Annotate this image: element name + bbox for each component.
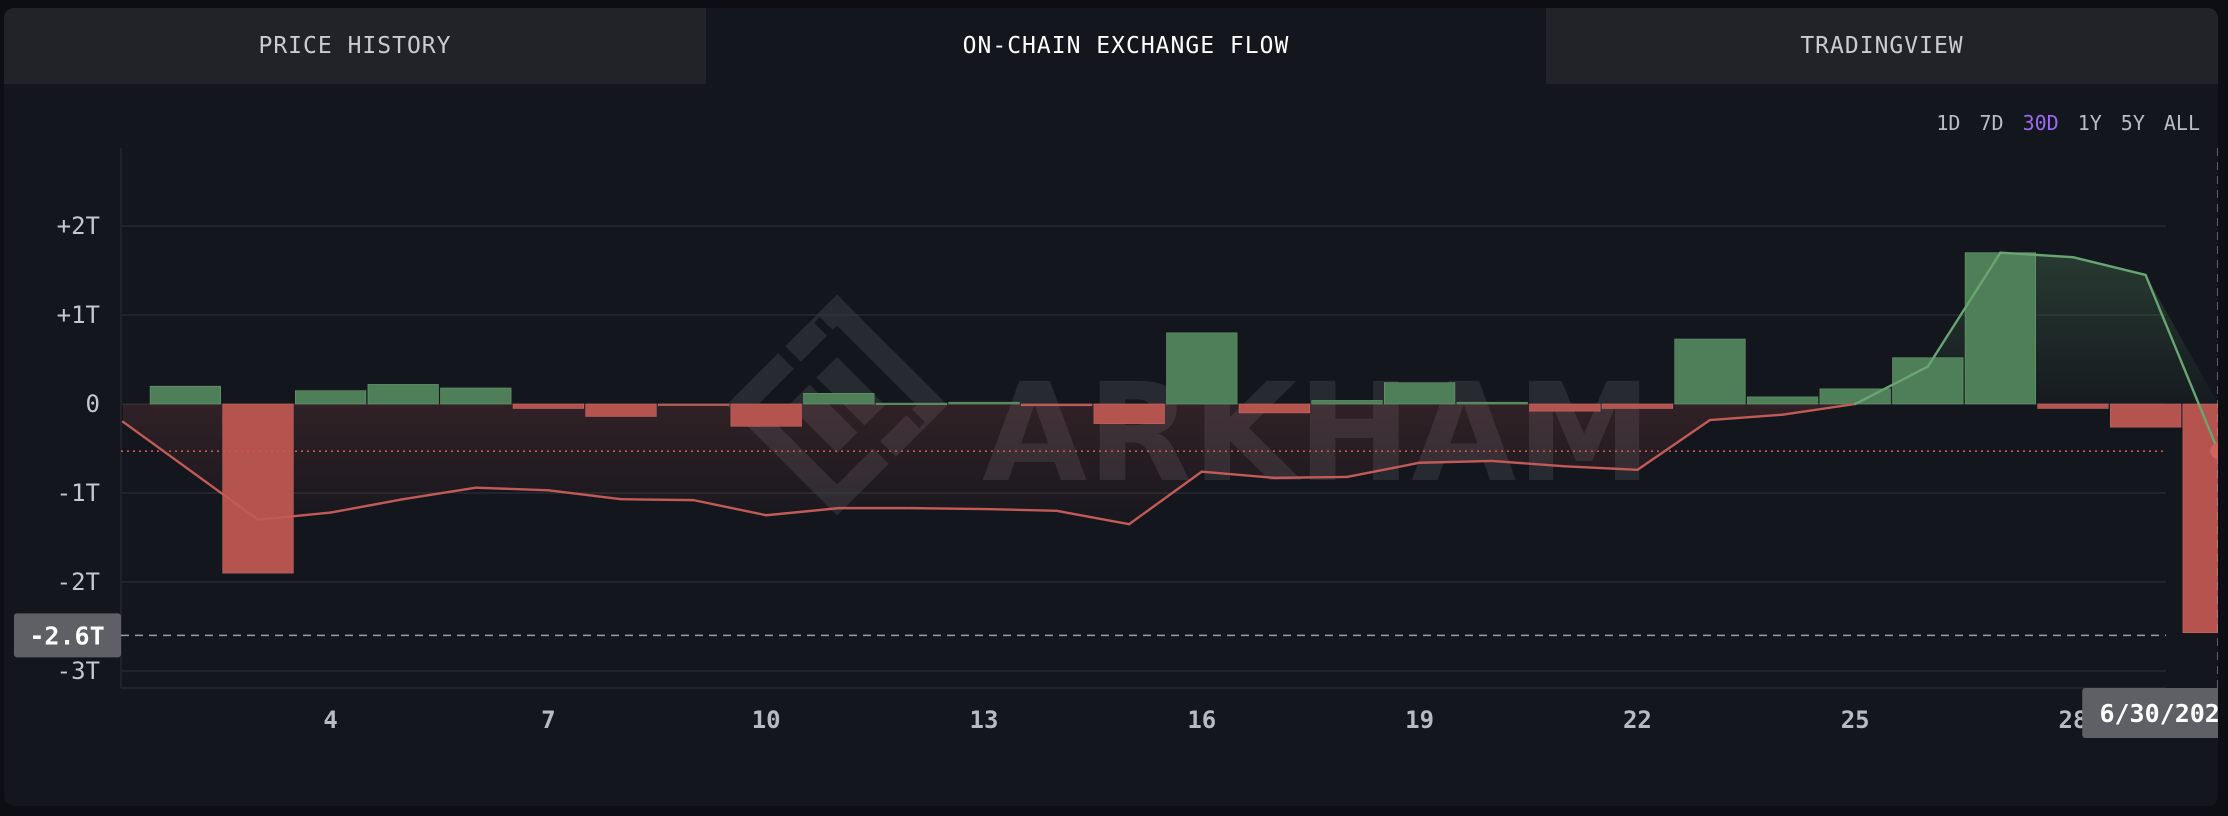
flow-bar[interactable] [1529, 403, 1601, 412]
flow-bar[interactable] [1166, 332, 1238, 405]
flow-line-segment [1273, 475, 1349, 480]
y-tick-label: -2T [57, 568, 100, 596]
flow-line-segment [910, 506, 986, 511]
y-tick-label: 0 [86, 390, 100, 418]
flow-bar[interactable] [1384, 382, 1456, 405]
exchange-flow-chart[interactable]: +2T+1T0-1T-2T-3T ARKHAM 4710131619222528… [4, 8, 2218, 806]
flow-line-segment [1055, 509, 1131, 526]
flow-line-segment [692, 498, 768, 517]
flow-bar[interactable] [222, 403, 294, 574]
flow-bar[interactable] [440, 387, 512, 405]
flow-bar[interactable] [1020, 403, 1093, 407]
flow-line-segment [1345, 461, 1421, 479]
flow-bar[interactable] [512, 403, 585, 409]
flow-line-segment [329, 498, 405, 514]
crosshair-point [2210, 443, 2218, 460]
flow-line-segment [619, 498, 695, 502]
negative-flow-area [123, 404, 2218, 525]
range-5y-button[interactable]: 5Y [2120, 111, 2145, 135]
flow-line-segment [256, 511, 332, 521]
flow-bar[interactable] [730, 403, 802, 427]
range-1y-button[interactable]: 1Y [2077, 111, 2102, 135]
flow-line-segment [2071, 255, 2147, 277]
tab-tradingview[interactable]: TRADINGVIEW [1546, 8, 2218, 84]
flow-line-segment [1563, 465, 1639, 472]
flow-bars [149, 252, 2218, 634]
x-tick-label: 19 [1405, 706, 1434, 734]
x-tick-label: 7 [541, 706, 555, 734]
flow-line-segment [982, 507, 1058, 512]
x-tick-label: 16 [1187, 706, 1216, 734]
flow-line-segment [1853, 365, 1930, 406]
flow-line-segment [1418, 459, 1494, 464]
flow-bar[interactable] [1311, 400, 1383, 405]
exchange-flow-panel: PRICE HISTORY ON-CHAIN EXCHANGE FLOW TRA… [4, 8, 2218, 806]
flow-bar[interactable] [149, 385, 222, 405]
flow-bar[interactable] [1964, 252, 2036, 405]
y-tick-label: -1T [57, 479, 100, 507]
crosshair-x-label: 6/30/2026 [2099, 699, 2218, 728]
range-all-button[interactable]: ALL [2163, 111, 2200, 135]
y-tick-label: -3T [57, 657, 100, 685]
x-tick-label: 4 [323, 706, 337, 734]
flow-bar[interactable] [1601, 403, 1673, 409]
flow-line-segment [765, 506, 840, 517]
flow-bar[interactable] [2182, 403, 2218, 634]
flow-bar[interactable] [1747, 396, 1819, 405]
x-tick-label: 25 [1841, 706, 1870, 734]
x-tick-label: 10 [752, 706, 781, 734]
crosshair-y-label: -2.6T [29, 621, 104, 650]
flow-bar[interactable] [585, 403, 657, 417]
tab-bar: PRICE HISTORY ON-CHAIN EXCHANGE FLOW TRA… [4, 8, 2218, 84]
flow-bar[interactable] [803, 393, 875, 405]
y-tick-label: +1T [57, 301, 100, 329]
flow-bar[interactable] [1238, 403, 1310, 414]
flow-bar[interactable] [657, 403, 730, 406]
flow-line-segment [2144, 273, 2218, 453]
flow-line-segment [1127, 470, 1204, 526]
flow-bar[interactable] [875, 402, 947, 405]
flow-bar[interactable] [1456, 401, 1528, 405]
flow-bar[interactable] [1093, 403, 1165, 424]
flow-line-segment [474, 486, 550, 492]
crosshair-x-badge [2082, 688, 2218, 738]
flow-line-segment [1200, 470, 1276, 480]
flow-bar[interactable] [367, 384, 439, 405]
flow-bar[interactable] [294, 390, 367, 405]
y-axis: +2T +1T 0 -1T -2T -3T [57, 148, 122, 688]
flow-line-segment [121, 420, 260, 521]
cumulative-flow-line [121, 251, 2218, 526]
flow-line-segment [402, 486, 477, 501]
y-tick-label: +2T [57, 212, 100, 240]
flow-line-segment [1999, 251, 2075, 259]
tab-price-history[interactable]: PRICE HISTORY [4, 8, 706, 84]
range-30d-button[interactable]: 30D [2022, 111, 2059, 135]
time-range-selector: 1D 7D 30D 1Y 5Y ALL [1936, 108, 2200, 138]
flow-bar[interactable] [2110, 403, 2182, 428]
flow-line-segment [1636, 418, 1712, 472]
tab-on-chain-exchange-flow[interactable]: ON-CHAIN EXCHANGE FLOW [706, 8, 1546, 84]
flow-bar[interactable] [1674, 338, 1746, 405]
flow-line-segment [547, 489, 623, 501]
crosshair-y-badge [14, 613, 121, 658]
crosshair: -2.6T 6/30/2026 [14, 148, 2218, 738]
range-1d-button[interactable]: 1D [1936, 111, 1961, 135]
flow-bar[interactable] [2037, 403, 2109, 409]
x-tick-label: 13 [970, 706, 999, 734]
flow-bar[interactable] [948, 401, 1020, 405]
flow-line-segment [1708, 413, 1784, 422]
flow-line-segment [1926, 251, 2002, 368]
flow-line-segment [1490, 459, 1567, 468]
x-tick-label: 22 [1623, 706, 1652, 734]
flow-line-segment [1781, 402, 1857, 416]
range-7d-button[interactable]: 7D [1979, 111, 2004, 135]
x-axis: 4 7 10 13 16 19 22 25 28 [121, 687, 2166, 734]
